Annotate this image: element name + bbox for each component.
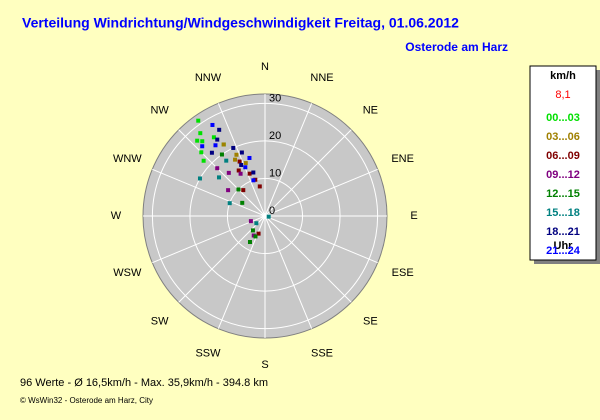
direction-label: NW [150, 105, 169, 117]
point [197, 176, 202, 181]
direction-label: NNW [195, 72, 222, 84]
point [201, 158, 206, 163]
point [226, 170, 231, 175]
footer: 96 Werte - Ø 16,5km/h - Max. 35,9km/h - … [20, 377, 268, 389]
direction-label: SSE [311, 348, 333, 360]
direction-label: ESE [392, 267, 414, 279]
point [253, 234, 258, 239]
grid-ring [151, 102, 379, 330]
point [216, 175, 221, 180]
point [210, 122, 215, 127]
legend-entry: 09...12 [546, 169, 580, 181]
point [257, 184, 262, 189]
point [213, 143, 218, 148]
point [200, 139, 205, 144]
point [236, 187, 241, 192]
spoke [217, 103, 266, 217]
direction-label: SSW [195, 348, 221, 360]
point [209, 150, 214, 155]
point [215, 137, 220, 142]
point [247, 240, 252, 245]
legend-entry: 03...06 [546, 131, 580, 143]
point [239, 162, 244, 167]
point [195, 138, 200, 143]
point [221, 142, 226, 147]
point [215, 166, 220, 171]
spoke [264, 168, 378, 217]
point [231, 145, 236, 150]
point [256, 231, 261, 236]
legend-box [529, 65, 597, 261]
legend-entry: 12...15 [546, 188, 580, 200]
point [250, 228, 255, 233]
point [224, 158, 229, 163]
direction-label: W [111, 210, 122, 222]
point [200, 144, 205, 149]
direction-label: NE [363, 105, 378, 117]
legend-entry: 21...24 [546, 245, 581, 257]
direction-label: WNW [113, 153, 142, 165]
spoke [264, 103, 313, 217]
point [239, 150, 244, 155]
direction-label: E [410, 210, 417, 222]
point [233, 157, 238, 162]
point [198, 131, 203, 136]
point [234, 152, 239, 157]
chart-title: Verteilung Windrichtung/Windgeschwindigk… [22, 15, 459, 31]
r-tick-label: 30 [269, 92, 281, 104]
spoke [178, 215, 266, 303]
point [248, 219, 253, 224]
point [236, 168, 241, 173]
point [241, 188, 246, 193]
direction-label: NNE [310, 72, 333, 84]
r-tick-label: 10 [269, 167, 281, 179]
direction-label: ENE [391, 153, 414, 165]
grid-ring [226, 177, 304, 255]
direction-label: S [261, 359, 268, 371]
copyright: © WsWin32 - Osterode am Harz, City [20, 396, 153, 405]
point [199, 150, 204, 155]
point [266, 214, 271, 219]
point [243, 165, 248, 170]
direction-label: SE [363, 315, 378, 327]
point [211, 135, 216, 140]
spoke [152, 215, 266, 264]
spoke [264, 215, 313, 329]
legend-footer: Uhr [554, 240, 574, 252]
point [227, 201, 232, 206]
r-tick-label: 20 [269, 130, 281, 142]
legend-entry: 18...21 [546, 226, 580, 238]
current-value: 8,1 [555, 89, 570, 101]
direction-label: SW [151, 315, 169, 327]
legend-entry: 15...18 [546, 207, 580, 219]
grid-ring [189, 140, 341, 292]
spoke [264, 129, 352, 217]
point [251, 170, 256, 175]
spoke [178, 129, 266, 217]
point [219, 152, 224, 157]
spoke [264, 215, 352, 303]
chart-subtitle: Osterode am Harz [405, 40, 508, 54]
spoke [264, 215, 378, 264]
point [237, 159, 242, 164]
point [217, 127, 222, 132]
legend-entry: 06...09 [546, 150, 580, 162]
direction-label: N [261, 61, 269, 73]
point [240, 200, 245, 205]
spoke [152, 168, 266, 217]
legend-title: km/h [550, 70, 576, 82]
point [247, 155, 252, 160]
point [238, 171, 243, 176]
point [251, 178, 256, 183]
legend-entry: 00...03 [546, 112, 580, 124]
point [247, 171, 252, 176]
point [254, 221, 259, 226]
point [196, 118, 201, 123]
point [226, 188, 231, 193]
point [243, 161, 248, 166]
r-tick-label: 0 [269, 205, 275, 217]
direction-label: WSW [113, 267, 142, 279]
